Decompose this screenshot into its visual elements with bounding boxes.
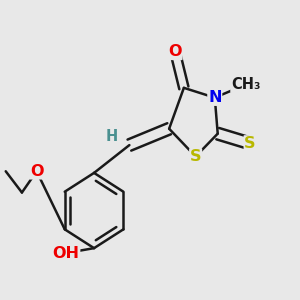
Text: H: H — [106, 129, 118, 144]
Text: O: O — [30, 164, 43, 179]
Text: OH: OH — [52, 246, 80, 261]
Text: O: O — [168, 44, 182, 59]
Text: CH₃: CH₃ — [231, 77, 260, 92]
Text: S: S — [244, 136, 256, 151]
Text: S: S — [190, 149, 201, 164]
Text: N: N — [208, 90, 221, 105]
